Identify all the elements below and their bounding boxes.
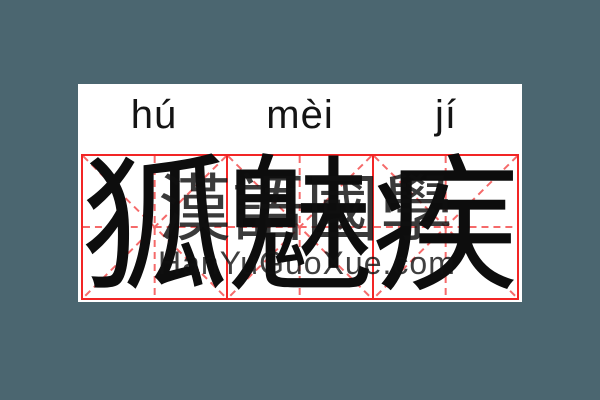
pinyin-syllable-3: jí	[435, 93, 457, 137]
tianzige-cell-2: 魅	[225, 141, 374, 313]
tianzige-cell-1: 狐	[80, 141, 229, 313]
pinyin-row: hú mèi jí	[81, 90, 519, 140]
hanzi-character-1: 狐	[80, 141, 229, 313]
hanzi-character-3: 疾	[371, 141, 520, 313]
hanzi-character-2: 魅	[225, 141, 374, 313]
pinyin-syllable-1: hú	[130, 93, 178, 137]
pinyin-syllable-2: mèi	[266, 93, 334, 137]
tianzige-grid: 狐 魅 疾	[80, 141, 520, 313]
tianzige-cell-3: 疾	[371, 141, 520, 313]
guide-lines-icon	[228, 156, 372, 298]
guide-lines-icon	[83, 156, 227, 298]
guide-lines-icon	[373, 156, 517, 298]
